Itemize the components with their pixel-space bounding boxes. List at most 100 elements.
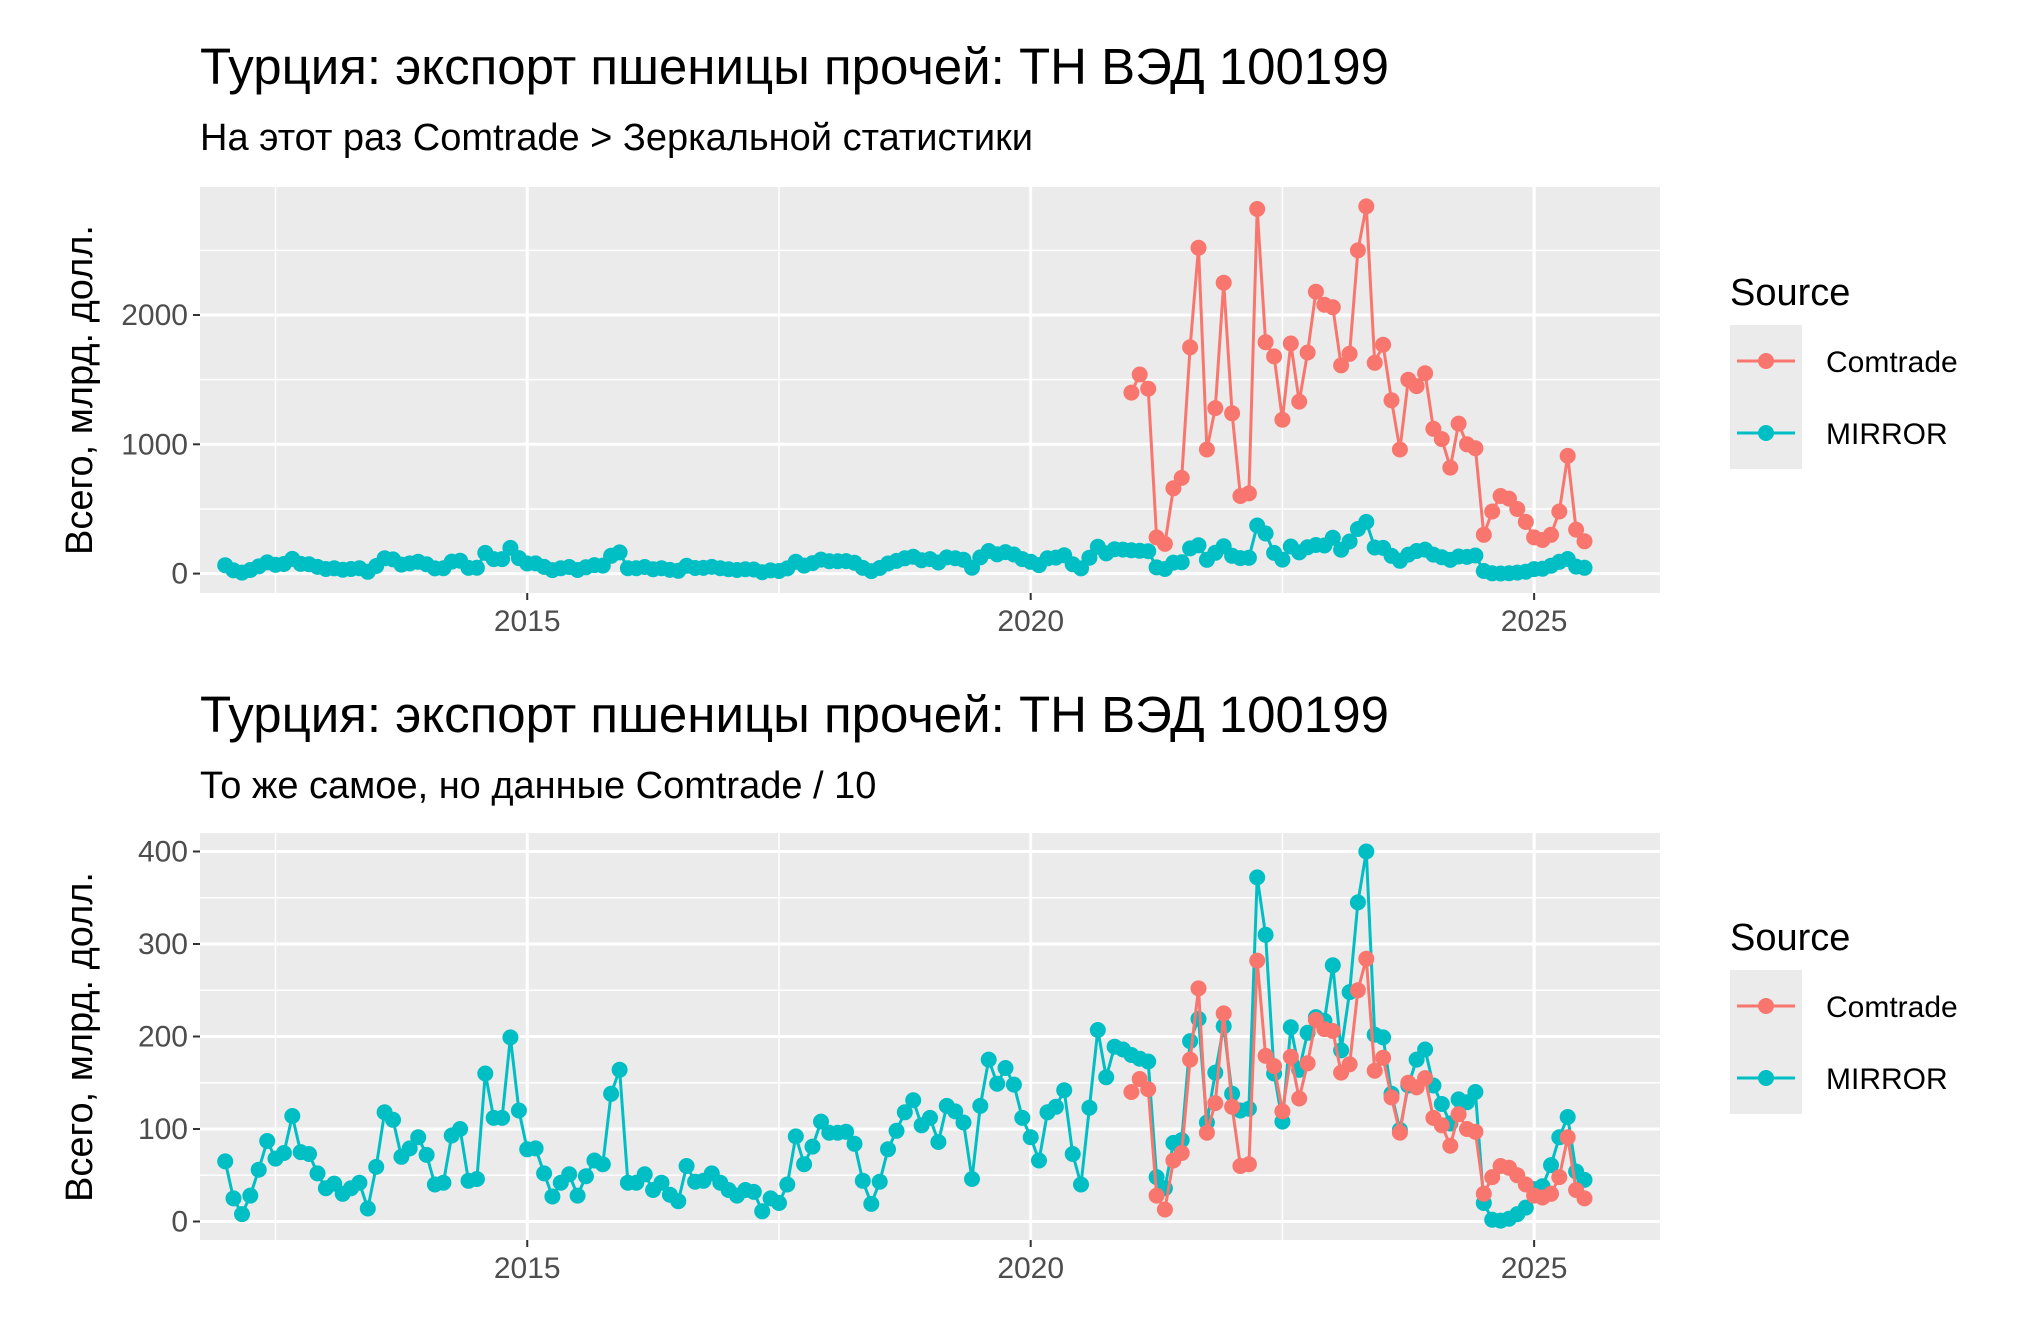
comtrade-series-point	[1358, 198, 1375, 215]
legend-key-point	[1758, 425, 1774, 441]
legend-label-mirror: MIRROR	[1826, 418, 1948, 451]
comtrade-series-point	[1215, 1005, 1232, 1022]
legend-label-comtrade: Comtrade	[1826, 991, 1958, 1024]
comtrade-series-point	[1391, 441, 1408, 458]
comtrade-series-point	[1324, 299, 1341, 316]
comtrade-series-point	[1291, 393, 1308, 410]
comtrade-series-point	[1140, 380, 1157, 397]
y-tick-label: 100	[138, 1113, 188, 1146]
comtrade-series-point	[1207, 1095, 1224, 1112]
mirror-series-point	[905, 1092, 922, 1109]
comtrade-series-point	[1408, 378, 1425, 395]
legend-key-point	[1758, 1070, 1774, 1086]
mirror-series-point	[1257, 525, 1274, 542]
y-tick-label: 0	[171, 1206, 188, 1239]
x-tick-label: 2020	[997, 605, 1064, 638]
comtrade-series-point	[1299, 1055, 1316, 1072]
mirror-series-point	[217, 1153, 234, 1170]
y-tick-label: 400	[138, 836, 188, 869]
comtrade-series-point	[1282, 335, 1299, 352]
mirror-series-point	[577, 1168, 594, 1185]
comtrade-series-point	[1190, 980, 1207, 997]
comtrade-series-point	[1433, 1117, 1450, 1134]
mirror-series-point	[569, 1187, 586, 1204]
comtrade-series-point	[1266, 1058, 1283, 1075]
mirror-series-point	[863, 1195, 880, 1212]
comtrade-series-point	[1240, 485, 1257, 502]
mirror-series-point	[611, 1061, 628, 1078]
mirror-series-point	[955, 1114, 972, 1131]
x-tick-label: 2020	[997, 1252, 1064, 1285]
comtrade-series-point	[1182, 339, 1199, 356]
legend-title: Source	[1730, 917, 1850, 959]
x-tick-label: 2015	[494, 1252, 561, 1285]
mirror-series-point	[989, 1075, 1006, 1092]
y-tick-label: 2000	[121, 299, 188, 332]
mirror-series-point	[275, 1145, 292, 1161]
legend-label-comtrade: Comtrade	[1826, 346, 1958, 379]
mirror-series-point	[1089, 1022, 1106, 1038]
legend-key-point	[1758, 353, 1774, 369]
mirror-series-point	[477, 1065, 494, 1082]
comtrade-series-point	[1417, 365, 1434, 382]
mirror-series-point	[871, 1173, 888, 1190]
comtrade-series-point	[1576, 533, 1593, 550]
mirror-series-point	[1324, 957, 1341, 974]
comtrade-series-point	[1148, 1187, 1165, 1204]
mirror-series-point	[502, 1029, 519, 1046]
comtrade-series-point	[1475, 526, 1492, 543]
mirror-series-point	[1073, 1176, 1089, 1193]
comtrade-series-point	[1543, 1185, 1559, 1202]
comtrade-series-point	[1484, 503, 1501, 520]
mirror-series-point	[1081, 549, 1098, 566]
x-tick-label: 2025	[1501, 1252, 1568, 1285]
mirror-series-point	[1543, 1157, 1559, 1174]
comtrade-series-point	[1358, 950, 1375, 967]
mirror-series-point	[1098, 1069, 1115, 1086]
comtrade-series-point	[1349, 982, 1366, 999]
comtrade-series-point	[1123, 1084, 1140, 1100]
mirror-series-point	[1249, 869, 1266, 886]
mirror-series-point	[1358, 513, 1375, 530]
mirror-series-point	[594, 1156, 611, 1173]
mirror-series-point	[813, 1113, 829, 1130]
chart-title: Турция: экспорт пшеницы прочей: ТН ВЭД 1…	[200, 38, 1389, 95]
mirror-series-point	[611, 544, 628, 561]
mirror-series-point	[561, 1166, 578, 1183]
y-axis-title: Всего, млрд. долл.	[59, 225, 101, 555]
comtrade-series-point	[1517, 1176, 1534, 1193]
mirror-series-point	[1014, 1109, 1031, 1126]
comtrade-series-point	[1156, 535, 1173, 552]
mirror-series-point	[301, 1146, 317, 1162]
legend-label-mirror: MIRROR	[1826, 1063, 1948, 1096]
mirror-series-point	[846, 1135, 863, 1152]
comtrade-series-point	[1475, 1185, 1492, 1202]
mirror-series-point	[1324, 529, 1341, 546]
mirror-series-point	[1559, 1109, 1576, 1125]
mirror-series-point	[796, 1156, 813, 1173]
comtrade-series-point	[1366, 354, 1383, 371]
mirror-series-point	[385, 1111, 401, 1128]
comtrade-series-point	[1299, 344, 1316, 361]
comtrade-series-point	[1442, 1137, 1459, 1154]
chart-bottom: Турция: экспорт пшеницы прочей: ТН ВЭД 1…	[59, 686, 1958, 1285]
mirror-series-point	[1140, 1053, 1157, 1070]
comtrade-series-point	[1375, 336, 1392, 353]
mirror-series-point	[947, 1103, 964, 1120]
mirror-series-point	[1282, 1019, 1299, 1036]
mirror-series-point	[997, 1060, 1014, 1076]
comtrade-series-point	[1433, 431, 1450, 448]
comtrade-series-point	[1366, 1062, 1383, 1079]
mirror-series-point	[510, 1102, 527, 1119]
comtrade-series-point	[1182, 1051, 1199, 1068]
mirror-series-point	[351, 1174, 368, 1191]
mirror-series-point	[1173, 554, 1190, 571]
y-tick-label: 1000	[121, 428, 188, 461]
comtrade-series-point	[1123, 384, 1140, 401]
comtrade-series-point	[1349, 242, 1366, 259]
comtrade-series-point	[1559, 447, 1576, 464]
comtrade-series-point	[1274, 411, 1291, 428]
mirror-series-point	[225, 1190, 242, 1207]
comtrade-series-point	[1257, 334, 1274, 351]
comtrade-series-point	[1156, 1201, 1173, 1218]
